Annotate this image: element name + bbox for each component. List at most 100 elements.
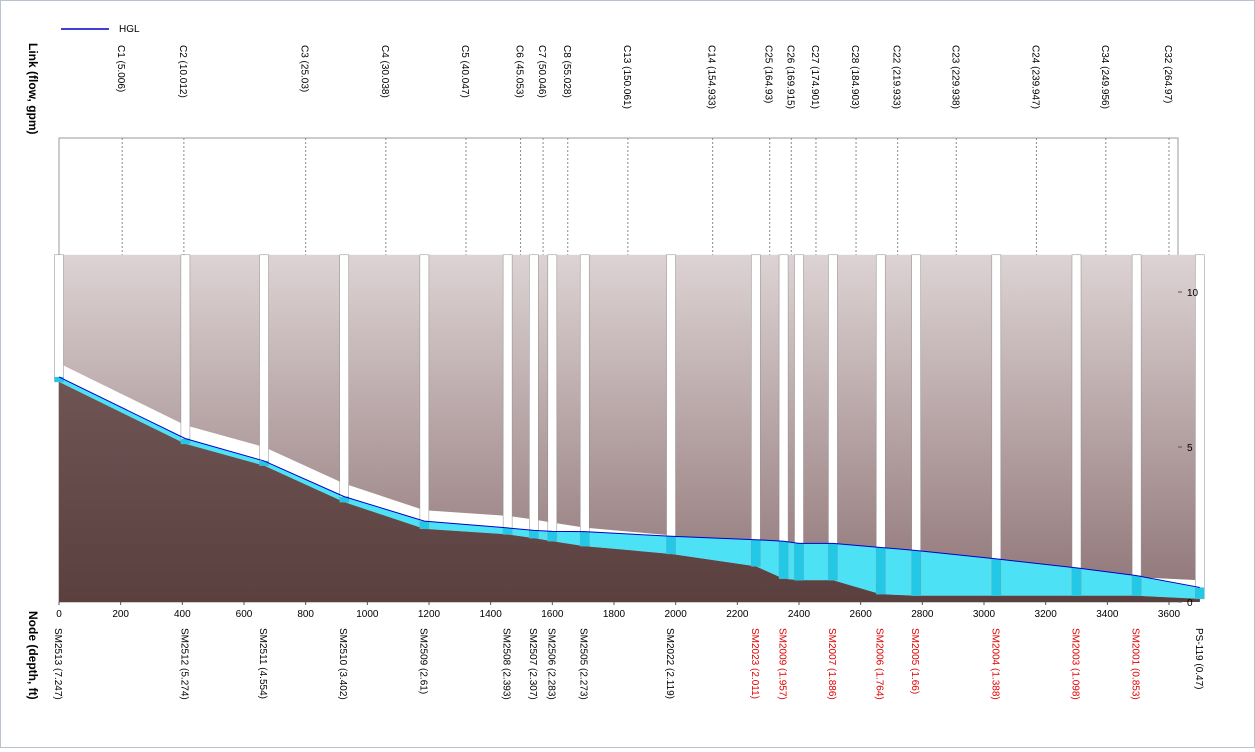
- x-tick-label: 0: [56, 609, 62, 620]
- manhole-shaft: [339, 254, 349, 503]
- x-tick-label: 1200: [418, 609, 441, 620]
- manhole-shaft: [180, 254, 191, 445]
- manhole-water: [1195, 587, 1205, 599]
- manhole-water: [751, 539, 761, 567]
- x-tick-label: 3600: [1158, 609, 1181, 620]
- x-tick-label: 1400: [480, 609, 503, 620]
- link-label: C32 (264.97): [1162, 45, 1173, 103]
- node-label: SM2009 (1.957): [777, 628, 788, 700]
- link-label: C3 (25.03): [299, 45, 310, 92]
- link-axis-title: Link (flow, gpm): [26, 43, 40, 135]
- manhole-shaft: [911, 254, 921, 597]
- node-label: SM2001 (0.853): [1130, 628, 1141, 700]
- manhole-shaft: [751, 254, 761, 567]
- hgl-layer: [58, 376, 1200, 588]
- manhole-shaft: [1071, 254, 1082, 597]
- link-label: C13 (150.061): [621, 45, 632, 109]
- manhole-shaft: [529, 254, 539, 539]
- link-label: C4 (30.038): [379, 45, 390, 98]
- link-label: C26 (169.915): [784, 45, 795, 109]
- x-tick-label: 1800: [603, 609, 626, 620]
- node-label: SM2006 (1.764): [874, 628, 885, 700]
- link-label: C27 (174.901): [809, 45, 820, 109]
- manhole-shaft: [419, 254, 430, 530]
- manhole-water: [419, 521, 429, 529]
- manhole-water: [339, 496, 349, 503]
- manhole-shaft: [1195, 254, 1205, 600]
- manhole-shaft: [875, 254, 886, 595]
- manhole-water: [876, 547, 886, 595]
- hgl-line: [58, 376, 1200, 588]
- x-ticks: 0 200 400 600 800 1000 1200 1400 1600 1800 2000 220…: [56, 602, 1181, 620]
- node-label: SM2004 (1.388): [989, 628, 1000, 700]
- manhole-water: [779, 541, 789, 579]
- manhole-shaft: [259, 254, 269, 466]
- node-label: SM2507 (2.307): [527, 628, 538, 700]
- manhole-water: [580, 531, 590, 547]
- x-tick-label: 3200: [1035, 609, 1058, 620]
- manhole-shaft: [828, 254, 838, 581]
- x-tick-label: 2800: [911, 609, 934, 620]
- node-label: SM2022 (2.119): [664, 628, 675, 699]
- manhole-water: [547, 531, 557, 542]
- manhole-water: [666, 536, 676, 554]
- link-labels: C1 (5.006) C2 (10.012) C3 (25.03) C4 (30.03…: [115, 45, 1173, 109]
- x-tick-label: 200: [112, 609, 129, 620]
- x-tick-label: 3400: [1096, 609, 1119, 620]
- manhole-water: [54, 376, 64, 382]
- manhole-shaft: [547, 254, 558, 542]
- link-label: C22 (219.933): [891, 45, 902, 109]
- manhole-shaft: [666, 254, 676, 555]
- node-label: SM2513 (7.247): [52, 628, 63, 700]
- manholes: [54, 254, 1205, 600]
- node-label: SM2509 (2.61): [417, 628, 428, 694]
- manhole-water: [529, 530, 539, 539]
- y-tick-label: 5: [1187, 443, 1193, 454]
- manhole-water: [794, 543, 804, 581]
- node-label: SM2508 (2.393): [501, 628, 512, 700]
- node-label: SM2023 (2.011): [749, 628, 760, 699]
- link-label: C7 (50.046): [536, 45, 547, 98]
- x-tick-label: 2600: [850, 609, 873, 620]
- x-tick-label: 2400: [788, 609, 811, 620]
- node-label: SM2506 (2.283): [545, 628, 556, 700]
- node-label: SM2510 (3.402): [337, 628, 348, 700]
- link-label: C34 (249.956): [1099, 45, 1110, 109]
- node-axis-title: Node (depth, ft): [26, 611, 40, 700]
- manhole-shaft: [579, 254, 590, 547]
- link-label: C1 (5.006): [115, 45, 126, 92]
- profile-areas: [59, 254, 1200, 603]
- y-ticks: 0 5 10: [1178, 288, 1199, 609]
- manhole-shaft: [794, 254, 804, 581]
- manhole-water: [1132, 575, 1142, 596]
- manhole-shaft: [991, 254, 1002, 597]
- node-label: SM2007 (1.886): [826, 628, 837, 700]
- node-label: SM2512 (5.274): [178, 628, 189, 700]
- manhole-water: [180, 438, 190, 444]
- y-tick-label: 0: [1187, 598, 1193, 609]
- x-tick-label: 800: [297, 609, 314, 620]
- link-label: C25 (164.93): [763, 45, 774, 103]
- link-label: C8 (55.028): [561, 45, 572, 98]
- water-area: [59, 376, 1200, 599]
- link-label: C2 (10.012): [177, 45, 188, 98]
- manhole-shaft: [502, 254, 513, 535]
- x-tick-label: 2000: [665, 609, 688, 620]
- link-label: C23 (229.938): [949, 45, 960, 109]
- node-label: SM2505 (2.273): [578, 628, 589, 700]
- manhole-water: [911, 550, 921, 596]
- node-labels: SM2513 (7.247) SM2512 (5.274) SM2511 (4.55…: [52, 628, 1204, 700]
- manhole-water: [1072, 567, 1081, 596]
- x-tick-label: 400: [174, 609, 191, 620]
- x-tick-label: 1600: [541, 609, 564, 620]
- node-label: SM2005 (1.66): [909, 628, 920, 694]
- x-tick-label: 3000: [973, 609, 996, 620]
- node-label: PS-119 (0.47): [1193, 628, 1204, 690]
- link-label: C6 (45.053): [514, 45, 525, 98]
- manhole-water: [503, 527, 513, 535]
- manhole-water: [991, 558, 1001, 596]
- ground-area: [59, 381, 1200, 602]
- link-label: C24 (239.947): [1029, 45, 1040, 109]
- manhole-water: [828, 543, 838, 581]
